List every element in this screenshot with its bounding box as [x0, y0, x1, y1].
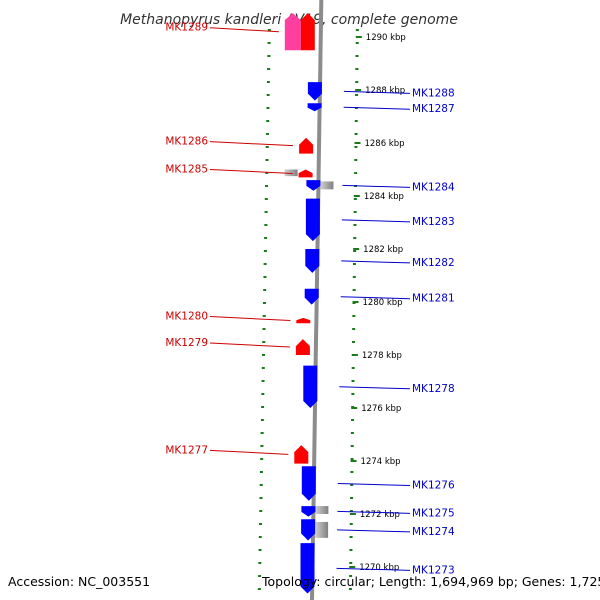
scale-tick-label: 1272 kbp: [360, 510, 400, 520]
gene-mk1281: [304, 288, 319, 305]
gene-label-leader: [209, 141, 294, 147]
outer-scale-ring: [348, 29, 359, 590]
gene-mk1273: [300, 543, 315, 594]
gene-mk1288: [307, 82, 322, 101]
gene-mk1286: [299, 137, 314, 154]
scale-tick-label: 1274 kbp: [361, 457, 401, 467]
gene-label-leader: [209, 342, 290, 348]
other-feature: [320, 181, 334, 190]
other-feature: [315, 521, 329, 538]
genes-track: [284, 13, 322, 594]
gene-label-leader: [339, 386, 411, 390]
gene-label-leader: [337, 483, 411, 487]
gene-label-mk1276: MK1276: [412, 480, 455, 492]
gene-label-mk1273: MK1273: [412, 564, 455, 576]
gene-label-mk1286: MK1286: [165, 136, 208, 148]
genome-backbone: [310, 0, 324, 600]
gene-label-leader: [209, 316, 291, 322]
gene-label-mk1288: MK1288: [412, 87, 455, 99]
accession-text: Accession: NC_003551: [8, 574, 150, 589]
gene-label-mk1274: MK1274: [412, 526, 455, 538]
gene-label-mk1278: MK1278: [412, 383, 455, 395]
gene-mk1285: [298, 169, 313, 178]
gene-mk1289: [284, 13, 301, 51]
scale-tick-label: 1270 kbp: [359, 563, 399, 573]
gene-mk1287: [307, 103, 322, 112]
gene-labels: MK1289 MK1288 MK1287 MK1286 MK1285 MK1284 MK12…: [165, 22, 455, 577]
gene-label-mk1277: MK1277: [165, 444, 208, 456]
gene-label-leader: [336, 567, 411, 571]
gene-mk1284: [306, 180, 321, 191]
gene-label-mk1289: MK1289: [165, 22, 208, 34]
scale-tick-label: 1278 kbp: [362, 351, 402, 361]
gene-label-mk1282: MK1282: [412, 257, 455, 269]
scale-tick-label: 1276 kbp: [361, 404, 401, 414]
other-feature: [284, 169, 298, 177]
gene-label-leader: [340, 296, 411, 300]
scale-tick-label: 1282 kbp: [363, 245, 403, 255]
gene-mk1283: [305, 198, 320, 242]
gene-label-leader: [341, 260, 411, 264]
scale-tick-label: 1284 kbp: [364, 192, 404, 202]
other-features-track: [284, 169, 334, 538]
gene-label-leader: [343, 106, 411, 110]
gene-mk1278: [303, 365, 318, 408]
gene-label-mk1287: MK1287: [412, 103, 455, 115]
gene-label-leader: [341, 219, 411, 223]
gene-mk1276: [301, 466, 316, 501]
topology-text: Topology: circular; Length: 1,694,969 bp…: [261, 574, 600, 589]
scale-tick-label: 1286 kbp: [364, 139, 404, 149]
gene-mk1277: [294, 445, 309, 464]
scale-ticks: 1290 kbp 1288 kbp 1286 kbp 1284 kbp 1282 kbp…: [349, 33, 406, 573]
gene-mk1280: [296, 317, 311, 324]
scale-tick-label: 1280 kbp: [363, 298, 403, 308]
gene-label-leader: [209, 168, 293, 174]
gene-mk1289: [300, 13, 315, 51]
gene-label-mk1275: MK1275: [412, 507, 455, 519]
gene-mk1274: [301, 519, 316, 541]
gene-label-mk1279: MK1279: [165, 337, 208, 349]
gene-label-mk1283: MK1283: [412, 216, 455, 228]
gene-label-leader: [337, 510, 411, 514]
gene-label-mk1285: MK1285: [165, 163, 208, 175]
gene-label-mk1280: MK1280: [165, 311, 208, 323]
gene-mk1275: [301, 506, 316, 517]
gene-label-leader: [209, 449, 289, 455]
scale-tick-label: 1288 kbp: [365, 86, 405, 96]
gene-label-leader: [209, 27, 279, 33]
gene-mk1282: [305, 249, 320, 273]
other-feature: [315, 506, 329, 514]
gene-label-leader: [342, 184, 411, 188]
gene-label-leader: [343, 90, 411, 94]
gene-label-mk1284: MK1284: [412, 181, 455, 193]
inner-scale-ring: [257, 29, 271, 590]
gene-mk1279: [295, 339, 310, 355]
gene-label-mk1281: MK1281: [412, 293, 455, 305]
scale-tick-label: 1290 kbp: [366, 33, 406, 43]
gene-label-leader: [337, 529, 411, 533]
